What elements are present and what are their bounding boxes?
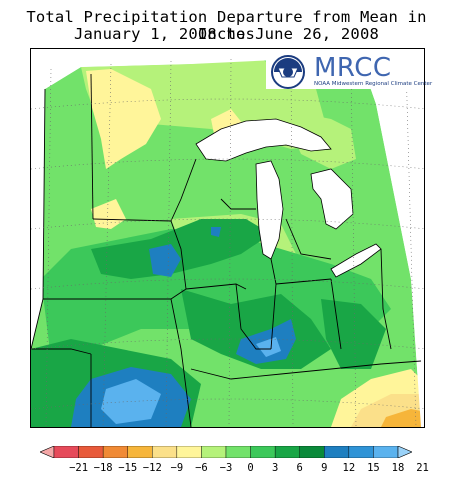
legend-swatch xyxy=(250,446,276,458)
legend-swatch xyxy=(225,446,251,458)
lake-michigan xyxy=(255,160,284,260)
map-title-line2: January 1, 2008 to June 26, 2008 xyxy=(73,25,380,43)
legend-tick-label: 0 xyxy=(247,462,254,474)
logo-acronym: MRCC xyxy=(314,53,392,83)
map-canvas xyxy=(31,49,424,427)
lake-huron xyxy=(310,168,354,230)
legend-swatch xyxy=(201,446,227,458)
legend-swatch xyxy=(324,446,350,458)
lake-superior xyxy=(195,118,332,162)
legend-swatch xyxy=(127,446,153,458)
logo-subtitle: NOAA Midwestern Regional Climate Center xyxy=(314,81,433,87)
legend-tick-label: 6 xyxy=(296,462,303,474)
lat-lon-grid xyxy=(31,58,424,427)
legend-tick-label: −12 xyxy=(142,462,162,474)
legend-arrow-low xyxy=(40,446,55,458)
legend-swatch xyxy=(274,446,300,458)
legend-tick-label: 15 xyxy=(367,462,380,474)
departure-region-9to12 xyxy=(321,299,386,369)
legend-tick-label: −9 xyxy=(170,462,184,474)
departure-region-15to18 xyxy=(256,337,281,357)
legend-swatch xyxy=(53,446,79,458)
legend-swatch xyxy=(152,446,178,458)
legend-tick-label: −3 xyxy=(219,462,233,474)
departure-region-12to15 xyxy=(149,244,181,277)
legend-tick-label: 3 xyxy=(271,462,279,474)
legend-swatch xyxy=(176,446,202,458)
noaa-seal-icon xyxy=(271,55,305,89)
departure-region-neg3to0 xyxy=(86,69,161,169)
map-title-line1: Total Precipitation Departure from Mean … xyxy=(26,8,427,43)
legend-tick-label: −6 xyxy=(195,462,208,474)
legend-tick-label: 9 xyxy=(321,462,328,474)
state-boundaries xyxy=(31,73,422,427)
precipitation-map xyxy=(30,48,425,428)
color-legend xyxy=(40,446,412,458)
legend-swatch xyxy=(348,446,374,458)
mrcc-logo: MRCC NOAA Midwestern Regional Climate Ce… xyxy=(266,53,432,89)
legend-tick-label: 12 xyxy=(342,462,356,474)
departure-region-neg3to0 xyxy=(91,199,126,229)
departure-region-9to12 xyxy=(181,289,331,369)
legend-tick-label: 18 xyxy=(391,462,405,474)
legend-tick-label: −18 xyxy=(93,462,113,474)
legend-swatch xyxy=(299,446,325,458)
legend-tick-label: 21 xyxy=(416,462,429,474)
legend-tick-label: −15 xyxy=(118,462,138,474)
legend-swatch xyxy=(102,446,128,458)
legend-arrow-high xyxy=(397,446,412,458)
departure-region-12to15 xyxy=(211,227,221,237)
departure-region-neg9to-6 xyxy=(381,409,421,427)
legend-swatch xyxy=(373,446,399,458)
legend-tick-label: −21 xyxy=(69,462,89,474)
legend-swatch xyxy=(78,446,104,458)
